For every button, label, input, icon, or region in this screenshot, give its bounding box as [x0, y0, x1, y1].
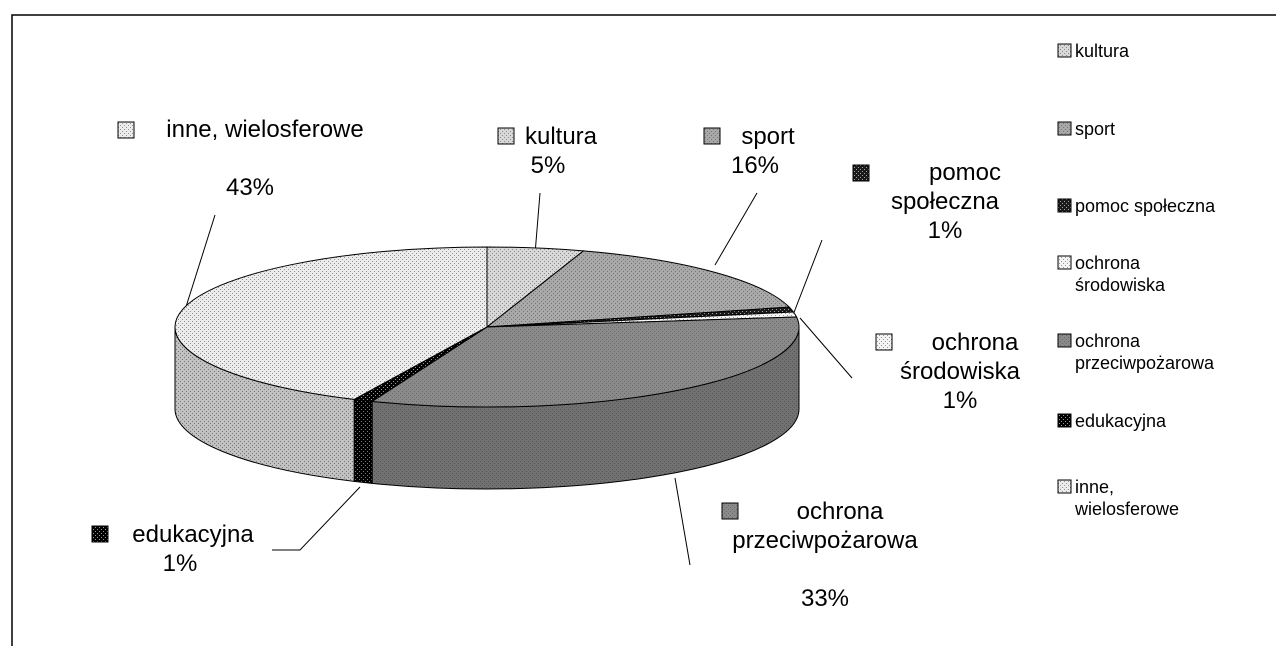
legend-swatch [1057, 413, 1072, 428]
pie-side-shade [354, 399, 373, 484]
label-swatch [497, 127, 515, 145]
data-label-value: 33% [800, 585, 850, 612]
data-label-name: sport [741, 123, 795, 150]
pie-side-shade [174, 327, 355, 482]
chart-frame [11, 14, 1276, 646]
label-swatch [852, 164, 870, 182]
legend-swatch [1057, 121, 1072, 136]
legend-swatch [1057, 198, 1072, 213]
data-label-value: 1% [942, 387, 978, 414]
data-label-name: kultura [524, 123, 598, 150]
pie-slice [370, 316, 800, 408]
label-swatch [703, 127, 721, 145]
label-swatch [91, 525, 109, 543]
data-label-name: ochrona środowiska [899, 329, 1021, 385]
pie-slice [174, 246, 488, 400]
data-label-value: 16% [730, 152, 780, 179]
data-label-name: pomoc społeczna [890, 159, 1002, 215]
data-label-value: 1% [927, 217, 963, 244]
data-label-value: 5% [530, 152, 566, 179]
legend-swatch [1057, 333, 1072, 348]
data-label-value: 1% [162, 550, 198, 577]
legend-swatch [1057, 255, 1072, 270]
label-swatch [117, 121, 135, 139]
legend-label: sport [1075, 119, 1116, 139]
data-label-name: edukacyjna [132, 521, 254, 548]
data-label-name: ochrona przeciwpożarowa [732, 498, 918, 554]
legend-label: kultura [1075, 41, 1130, 61]
legend-label: edukacyjna [1075, 411, 1167, 431]
legend-label: ochrona przeciwpożarowa [1075, 331, 1215, 373]
leader-lines [184, 192, 853, 566]
pie [174, 246, 800, 490]
label-swatch [721, 502, 739, 520]
pie-side-shade [372, 327, 799, 489]
legend-label: pomoc społeczna [1075, 196, 1216, 216]
pie-slice [485, 250, 791, 328]
data-label-value: 43% [225, 174, 275, 201]
label-swatch [875, 333, 893, 351]
legend-swatch [1057, 43, 1072, 58]
legend-label: ochrona środowiska [1075, 253, 1166, 295]
data-label-name: inne, wielosferowe [166, 116, 364, 143]
legend-swatch [1057, 479, 1072, 494]
legend-label: inne, wielosferowe [1075, 477, 1180, 519]
